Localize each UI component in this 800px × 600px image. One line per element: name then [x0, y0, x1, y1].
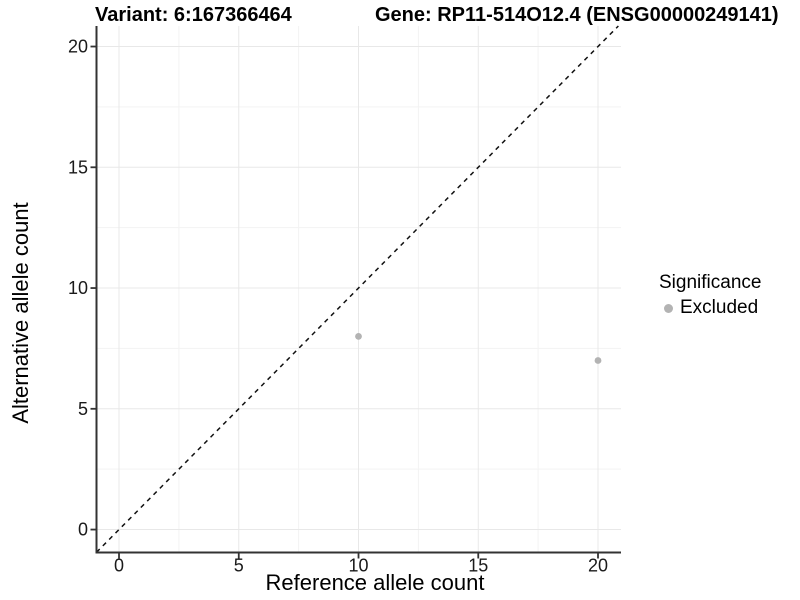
- y-tick-label: 10: [68, 278, 88, 298]
- x-tick-label: 10: [348, 556, 368, 576]
- y-tick-label: 5: [78, 399, 88, 419]
- gene-title: Gene: RP11-514O12.4 (ENSG00000249141): [375, 4, 779, 26]
- legend-item-excluded: Excluded: [659, 297, 761, 319]
- legend: Significance Excluded: [659, 272, 761, 319]
- legend-item-label: Excluded: [680, 297, 759, 318]
- identity-line: [95, 25, 619, 553]
- data-point: [355, 332, 362, 340]
- x-tick-label: 20: [588, 556, 608, 576]
- y-tick-label: 20: [68, 37, 88, 57]
- y-tick-label: 0: [78, 520, 88, 540]
- x-axis-title: Reference allele count: [265, 570, 485, 595]
- data-point: [594, 357, 602, 364]
- legend-title: Significance: [659, 272, 762, 293]
- y-tick-label: 15: [68, 157, 88, 177]
- x-tick-label: 5: [234, 556, 244, 576]
- x-tick-label: 15: [468, 556, 488, 576]
- excluded-point-icon: [664, 303, 673, 313]
- variant-title: Variant: 6:167366464: [95, 4, 292, 26]
- y-axis-title: Alternative allele count: [8, 202, 33, 424]
- x-tick-label: 0: [114, 556, 124, 576]
